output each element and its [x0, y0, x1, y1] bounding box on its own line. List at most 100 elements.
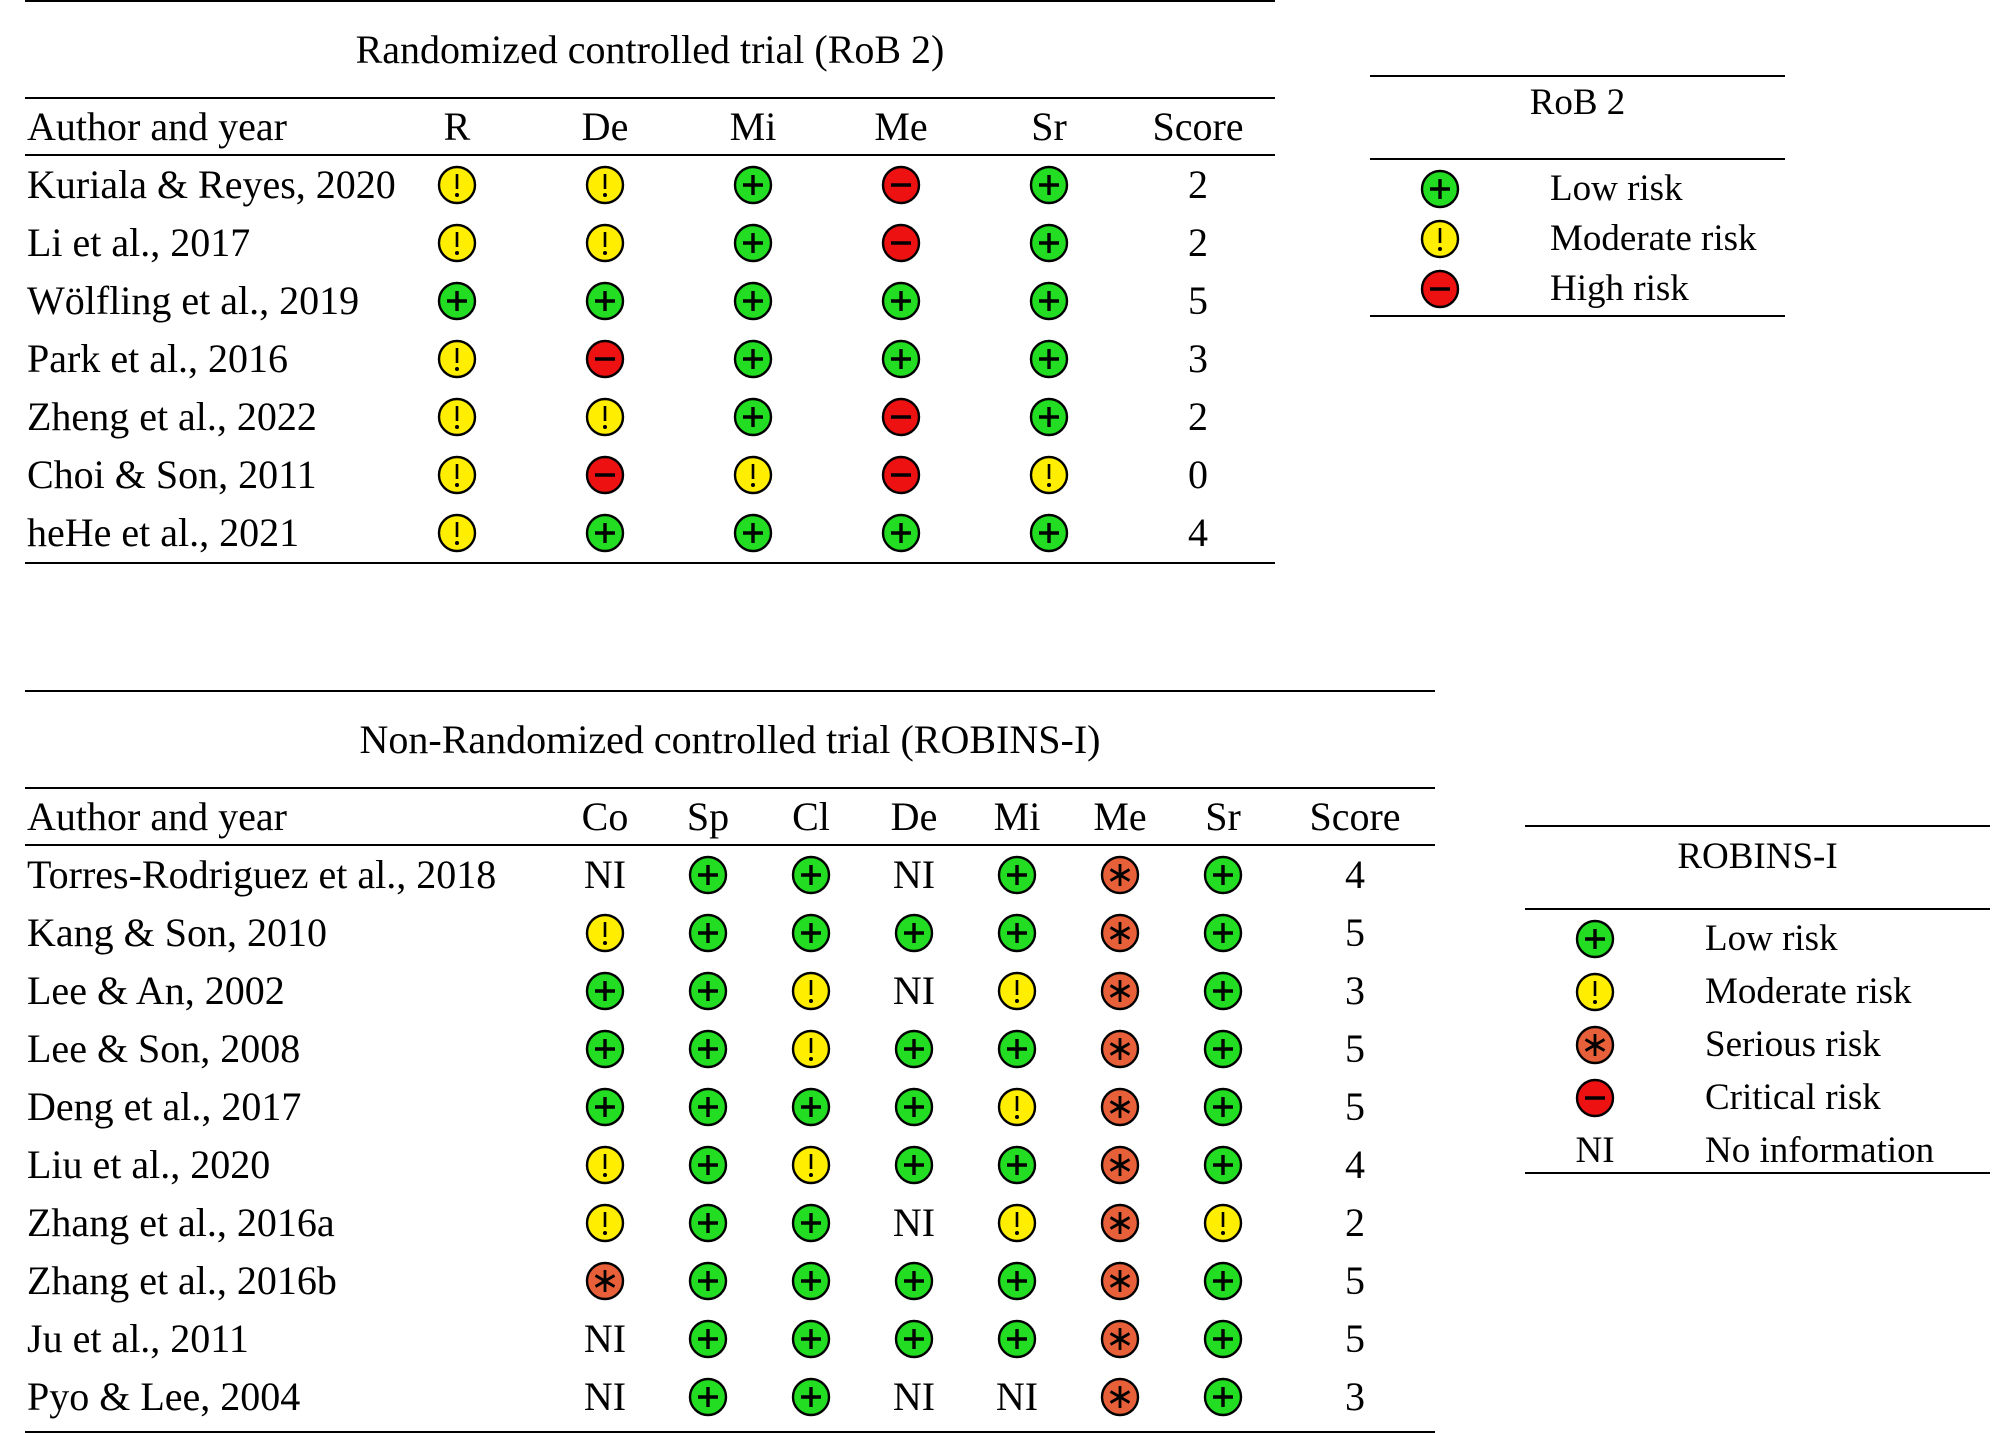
plus-icon	[791, 1087, 831, 1127]
author-cell: Kuriala & Reyes, 2020	[27, 162, 396, 207]
column-header: Sp	[686, 794, 730, 839]
no-information-cell: NI	[892, 1200, 936, 1245]
author-cell: Park et al., 2016	[27, 336, 289, 381]
asterisk-icon	[1100, 971, 1140, 1011]
header-top-rule	[25, 97, 1275, 99]
asterisk-icon	[1100, 1261, 1140, 1301]
legend-item: Critical risk	[1525, 1072, 1990, 1124]
legend-label: Low risk	[1705, 918, 1838, 959]
plus-icon	[1203, 1029, 1243, 1069]
plus-icon	[585, 971, 625, 1011]
table-header-row: Author and year Co Sp Cl De Mi Me Sr Score	[25, 788, 1435, 846]
minus-icon	[881, 397, 921, 437]
plus-icon	[688, 1145, 728, 1185]
header-bottom-rule	[25, 844, 1435, 846]
asterisk-icon	[1100, 1087, 1140, 1127]
legend-label: Critical risk	[1705, 1077, 1881, 1118]
score-cell: 5	[1345, 1258, 1365, 1303]
plus-icon	[894, 1319, 934, 1359]
plus-icon	[1203, 1319, 1243, 1359]
plus-icon	[688, 971, 728, 1011]
author-cell: Wölfling et al., 2019	[27, 278, 360, 323]
robins-table-title: Non-Randomized controlled trial (ROBINS-…	[359, 717, 1101, 762]
plus-icon	[894, 1145, 934, 1185]
asterisk-icon	[1100, 855, 1140, 895]
column-header: Co	[581, 794, 629, 839]
plus-icon	[894, 1087, 934, 1127]
table-row: Li et al., 2017 2	[25, 214, 1275, 272]
legend-label: Serious risk	[1705, 1024, 1881, 1065]
exclamation-icon	[437, 223, 477, 263]
exclamation-icon	[997, 971, 1037, 1011]
exclamation-icon	[733, 455, 773, 495]
legend-label: Moderate risk	[1550, 218, 1757, 259]
rob2-legend-title: RoB 2	[1529, 82, 1626, 123]
plus-icon	[1029, 339, 1069, 379]
plus-icon	[1029, 397, 1069, 437]
author-cell: heHe et al., 2021	[27, 510, 300, 555]
column-header: Mi	[729, 104, 777, 149]
plus-icon	[791, 1377, 831, 1417]
table-row: Wölfling et al., 2019 5	[25, 272, 1275, 330]
exclamation-icon	[1029, 455, 1069, 495]
score-cell: 0	[1188, 452, 1208, 497]
table-bottom-rule	[25, 562, 1275, 564]
table-row: Lee & An, 2002 NI 3	[25, 962, 1435, 1020]
legend-header-rule	[1525, 908, 1990, 910]
exclamation-icon	[585, 1203, 625, 1243]
column-header: R	[443, 104, 471, 149]
plus-icon	[1203, 1145, 1243, 1185]
legend-item: Moderate risk	[1370, 213, 1785, 265]
legend-header-rule	[1370, 158, 1785, 160]
header-bottom-rule	[25, 154, 1275, 156]
asterisk-icon	[1100, 1203, 1140, 1243]
plus-icon	[1203, 1377, 1243, 1417]
score-cell: 3	[1345, 968, 1365, 1013]
asterisk-icon	[585, 1261, 625, 1301]
exclamation-icon	[585, 397, 625, 437]
table-row: Lee & Son, 2008 5	[25, 1020, 1435, 1078]
no-information-cell: NI	[892, 968, 936, 1013]
plus-icon	[585, 1087, 625, 1127]
author-cell: Li et al., 2017	[27, 220, 251, 265]
asterisk-icon	[1100, 1029, 1140, 1069]
plus-icon	[881, 513, 921, 553]
legend-bottom-rule	[1370, 315, 1785, 317]
plus-icon	[585, 1029, 625, 1069]
plus-icon	[1203, 855, 1243, 895]
exclamation-icon	[437, 339, 477, 379]
exclamation-icon	[791, 1145, 831, 1185]
plus-icon	[1029, 165, 1069, 205]
no-information-cell: NI	[995, 1374, 1039, 1419]
score-cell: 5	[1345, 1316, 1365, 1361]
no-information-cell: NI	[583, 852, 627, 897]
plus-icon	[688, 1087, 728, 1127]
plus-icon	[791, 1203, 831, 1243]
table-row: Zheng et al., 2022 2	[25, 388, 1275, 446]
plus-icon	[1029, 513, 1069, 553]
exclamation-icon	[585, 1145, 625, 1185]
legend-item: High risk	[1370, 263, 1785, 315]
column-header: Me	[1093, 794, 1147, 839]
score-cell: 5	[1345, 1084, 1365, 1129]
minus-icon	[1575, 1078, 1615, 1118]
exclamation-icon	[437, 397, 477, 437]
plus-icon	[688, 913, 728, 953]
legend-item: NI No information	[1525, 1125, 1990, 1177]
plus-icon	[997, 1319, 1037, 1359]
exclamation-icon	[585, 223, 625, 263]
table-row: Park et al., 2016 3	[25, 330, 1275, 388]
column-header: Cl	[792, 794, 830, 839]
plus-icon	[688, 1203, 728, 1243]
rob2-table-title: Randomized controlled trial (RoB 2)	[355, 27, 945, 72]
table-row: Liu et al., 2020 4	[25, 1136, 1435, 1194]
column-header: Author and year	[27, 794, 287, 839]
minus-icon	[585, 455, 625, 495]
asterisk-icon	[1100, 1145, 1140, 1185]
plus-icon	[1029, 281, 1069, 321]
score-cell: 2	[1188, 394, 1208, 439]
author-cell: Deng et al., 2017	[27, 1084, 302, 1129]
no-information-cell: NI	[892, 1374, 936, 1419]
exclamation-icon	[437, 455, 477, 495]
legend-label: No information	[1705, 1130, 1935, 1171]
